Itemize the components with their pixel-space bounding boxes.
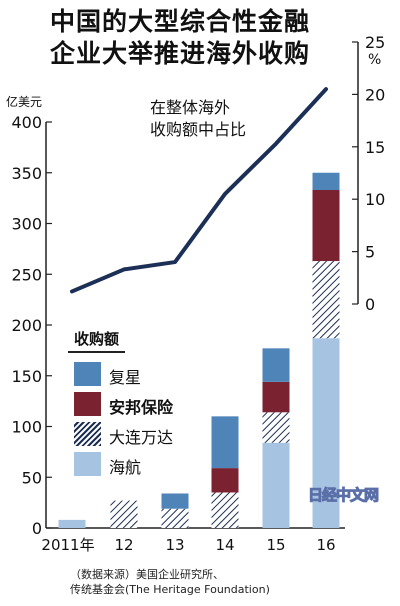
legend-item-dalian-wanda: 大连万达 bbox=[74, 422, 178, 448]
bar-anbang bbox=[262, 381, 290, 413]
legend-label-anbang: 安邦保险 bbox=[109, 398, 174, 417]
x-tick-label: 12 bbox=[114, 536, 133, 554]
bar-anbang bbox=[211, 468, 239, 493]
line-annotation-2: 收购额中占比 bbox=[150, 120, 246, 139]
left-axis-tick-label: 300 bbox=[11, 215, 42, 234]
x-tick-label: 14 bbox=[215, 536, 234, 554]
bar-fosun bbox=[211, 416, 239, 469]
legend-item-hna: 海航 bbox=[74, 452, 178, 478]
legend-item-anbang: 安邦保险 bbox=[74, 392, 178, 418]
left-axis-tick-label: 250 bbox=[11, 265, 42, 284]
right-axis-tick-label: 5 bbox=[365, 243, 375, 262]
legend-swatch-dalian-wanda bbox=[74, 422, 101, 446]
bar-dalian-wanda bbox=[312, 261, 340, 339]
right-axis-tick-label: 0 bbox=[365, 295, 375, 314]
left-axis-unit: 亿美元 bbox=[6, 94, 42, 109]
line-annotation-1: 在整体海外 bbox=[150, 98, 230, 117]
legend-swatch-anbang bbox=[74, 392, 101, 416]
source-line-2: 传统基金会(The Heritage Foundation) bbox=[70, 583, 270, 596]
left-axis-tick-label: 0 bbox=[32, 519, 42, 538]
bar-fosun bbox=[161, 493, 189, 509]
legend-label-hna: 海航 bbox=[109, 458, 142, 477]
left-axis-tick-label: 400 bbox=[11, 113, 42, 132]
legend-label-dalian-wanda: 大连万达 bbox=[109, 428, 174, 447]
title-line-1: 中国的大型综合性金融 bbox=[49, 7, 310, 36]
bar-fosun bbox=[312, 172, 340, 191]
x-tick-label: 16 bbox=[316, 536, 335, 554]
bar-anbang bbox=[312, 190, 340, 262]
right-axis-tick-label: 15 bbox=[365, 138, 385, 157]
bar-dalian-wanda bbox=[110, 500, 138, 528]
bar-dalian-wanda bbox=[262, 412, 290, 443]
legend-swatch-fosun bbox=[74, 362, 101, 386]
watermark-logo: 日经中文网 bbox=[307, 486, 379, 505]
bar-hna bbox=[58, 519, 86, 528]
bar-fosun bbox=[262, 348, 290, 382]
right-axis-tick-label: 25 bbox=[365, 33, 385, 52]
left-axis-tick-label: 100 bbox=[11, 418, 42, 437]
legend-title: 收购额 bbox=[68, 326, 126, 353]
left-axis-tick-label: 150 bbox=[11, 367, 42, 386]
bar-hna bbox=[312, 338, 340, 528]
source-line-1: （数据来源）美国企业研究所、 bbox=[70, 568, 224, 581]
title-line-2: 企业大举推进海外收购 bbox=[49, 39, 310, 68]
right-axis-unit: % bbox=[368, 52, 381, 68]
x-tick-label: 2011年 bbox=[41, 536, 94, 554]
bar-hna bbox=[262, 442, 290, 528]
x-tick-label: 13 bbox=[165, 536, 184, 554]
share-line bbox=[70, 87, 328, 294]
right-axis-tick-label: 10 bbox=[365, 190, 385, 209]
left-axis-tick-label: 200 bbox=[11, 316, 42, 335]
legend-item-fosun: 复星 bbox=[74, 362, 178, 388]
bar-dalian-wanda bbox=[161, 508, 189, 528]
legend-label-fosun: 复星 bbox=[109, 368, 142, 387]
x-tick-label: 15 bbox=[266, 536, 285, 554]
legend-swatch-hna bbox=[74, 452, 101, 476]
bar-dalian-wanda bbox=[211, 492, 239, 528]
chart-title: 中国的大型综合性金融 企业大举推进海外收购 bbox=[0, 6, 360, 70]
legend: 收购额 复星 安邦保险 大连万达 海航 bbox=[68, 326, 178, 478]
right-axis-tick-label: 20 bbox=[365, 85, 385, 104]
left-axis-tick-label: 350 bbox=[11, 164, 42, 183]
left-axis-tick-label: 50 bbox=[22, 468, 42, 487]
